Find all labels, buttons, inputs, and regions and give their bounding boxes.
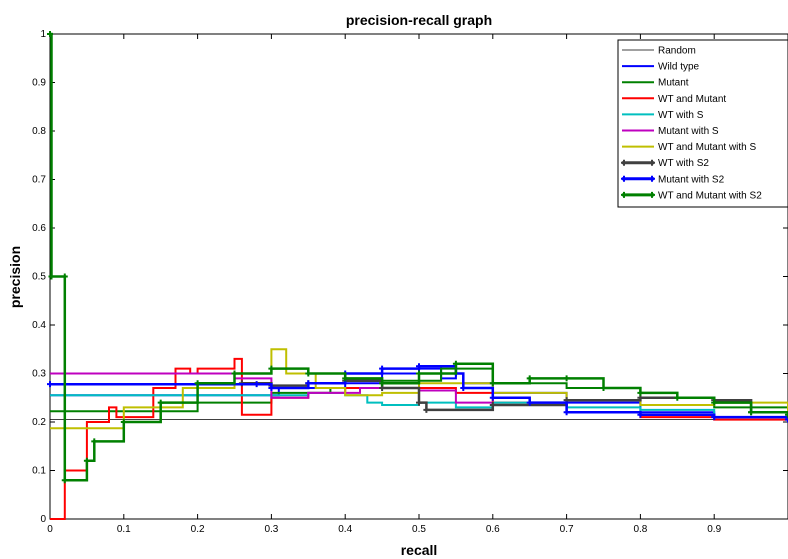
x-tick-label: 0: [47, 524, 53, 535]
y-tick-label: 0.5: [32, 272, 46, 283]
data-point: [305, 380, 312, 387]
x-tick-label: 0.5: [412, 524, 426, 535]
y-tick-label: 0.6: [32, 223, 46, 234]
data-point: [674, 394, 681, 401]
data-point: [305, 370, 312, 377]
legend-label-wild-type: Wild type: [658, 62, 700, 73]
legend-label-wt-and-mutant-with-s2: WT and Mutant with S2: [658, 190, 762, 201]
data-point: [91, 438, 98, 445]
legend-marker: [621, 175, 627, 182]
data-point: [416, 399, 422, 406]
x-tick-label: 0.7: [560, 524, 574, 535]
y-tick-label: 0.9: [32, 78, 46, 89]
legend-label-mutant: Mutant: [658, 78, 689, 89]
data-point: [489, 380, 496, 387]
x-tick-label: 0.9: [707, 524, 721, 535]
data-point: [416, 363, 422, 370]
data-point: [379, 365, 386, 372]
data-point: [379, 380, 386, 387]
legend: Random Wild type Mutant WT and Mutant WT wit…: [617, 39, 788, 208]
data-point: [342, 375, 349, 382]
data-point: [61, 273, 68, 280]
legend-label-wt-and-mutant: WT and Mutant: [658, 94, 726, 105]
x-tick-label: 0.2: [191, 524, 205, 535]
legend-marker: [649, 159, 655, 166]
x-tick-label: 0.6: [486, 524, 500, 535]
x-axis-label: recall: [401, 542, 438, 558]
legend-label-wt-with-s2: WT with S2: [658, 158, 709, 169]
data-point: [231, 370, 238, 377]
series-layer: [47, 31, 788, 520]
series-line-wt-and-mutant-with-s2: [50, 32, 788, 482]
data-point: [526, 399, 533, 406]
y-axis-label: precision: [7, 246, 23, 308]
x-tick-label: 0.4: [338, 524, 352, 535]
data-point: [563, 375, 570, 382]
legend-label-wt-with-s: WT with S: [658, 110, 704, 121]
data-point: [268, 365, 275, 372]
legend-marker: [649, 191, 655, 198]
y-tick-label: 0: [40, 514, 46, 525]
x-axis-ticks: 0 0.1 0.2 0.3 0.4 0.5 0.6 0.7 0.8 0.9: [47, 34, 722, 535]
data-point: [157, 399, 164, 406]
legend-marker: [649, 175, 655, 182]
x-tick-label: 0.3: [264, 524, 278, 535]
y-tick-label: 0.8: [32, 126, 46, 137]
data-point: [711, 399, 718, 406]
data-point: [47, 31, 53, 37]
y-tick-label: 0.1: [32, 466, 46, 477]
data-point: [785, 411, 788, 418]
data-point: [47, 381, 53, 388]
legend-label-wt-and-mutant-with-s: WT and Mutant with S: [658, 142, 757, 153]
data-point: [526, 375, 533, 382]
data-point: [460, 385, 467, 392]
data-point: [748, 409, 755, 416]
legend-label-mutant-with-s2: Mutant with S2: [658, 174, 725, 185]
data-point: [120, 419, 127, 425]
data-point: [785, 416, 788, 423]
x-tick-label: 0.1: [117, 524, 131, 535]
data-point: [452, 360, 459, 367]
data-point: [637, 389, 644, 396]
y-tick-label: 0.4: [32, 320, 46, 331]
data-point: [423, 406, 430, 413]
x-tick-label: 0.8: [633, 524, 647, 535]
data-point: [489, 394, 496, 401]
legend-label-mutant-with-s: Mutant with S: [658, 126, 719, 137]
legend-marker: [621, 191, 627, 198]
legend-marker: [621, 159, 627, 166]
y-tick-label: 0.2: [32, 417, 46, 428]
data-point: [253, 381, 260, 388]
data-point: [83, 457, 90, 464]
data-point: [194, 380, 201, 387]
y-tick-label: 0.7: [32, 175, 46, 186]
data-point: [48, 273, 55, 280]
legend-label-random: Random: [658, 46, 696, 57]
y-axis-ticks: 0 0.1 0.2 0.3 0.4 0.5 0.6 0.7 0.8 0.9 1: [32, 29, 788, 525]
data-point: [489, 402, 496, 409]
data-point: [563, 409, 570, 416]
data-point: [268, 385, 275, 392]
data-point: [711, 414, 718, 421]
data-point: [637, 411, 644, 418]
chart-title: precision-recall graph: [346, 12, 492, 28]
y-tick-label: 1: [40, 29, 46, 40]
data-point: [416, 370, 422, 377]
data-point: [600, 385, 607, 392]
y-tick-label: 0.3: [32, 369, 46, 380]
data-point: [61, 477, 68, 484]
